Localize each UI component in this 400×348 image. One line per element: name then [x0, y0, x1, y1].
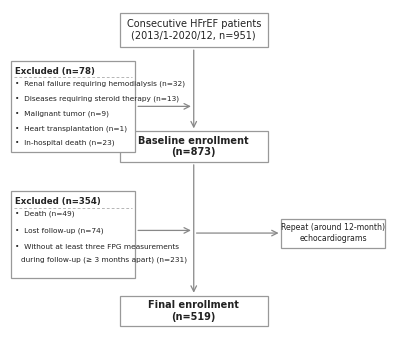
FancyBboxPatch shape [282, 219, 385, 248]
Text: •  Death (n=49): • Death (n=49) [15, 211, 75, 218]
Text: Consecutive HFrEF patients
(2013/1-2020/12, n=951): Consecutive HFrEF patients (2013/1-2020/… [126, 19, 261, 41]
Text: Excluded (n=78): Excluded (n=78) [15, 67, 95, 76]
Text: •  Malignant tumor (n=9): • Malignant tumor (n=9) [15, 110, 109, 117]
FancyBboxPatch shape [10, 191, 135, 278]
Text: •  Renal failure requiring hemodialysis (n=32): • Renal failure requiring hemodialysis (… [15, 81, 185, 87]
Text: •  Lost follow-up (n=74): • Lost follow-up (n=74) [15, 228, 104, 234]
Text: •  Diseases requiring steroid therapy (n=13): • Diseases requiring steroid therapy (n=… [15, 96, 179, 102]
Text: Excluded (n=354): Excluded (n=354) [15, 197, 101, 206]
Text: Final enrollment
(n=519): Final enrollment (n=519) [148, 300, 239, 322]
Text: during follow-up (≥ 3 months apart) (n=231): during follow-up (≥ 3 months apart) (n=2… [21, 256, 187, 263]
FancyBboxPatch shape [10, 61, 135, 152]
Text: Repeat (around 12-month)
echocardiograms: Repeat (around 12-month) echocardiograms [281, 223, 385, 243]
Text: Baseline enrollment
(n=873): Baseline enrollment (n=873) [138, 136, 249, 157]
FancyBboxPatch shape [120, 131, 268, 162]
Text: •  In-hospital death (n=23): • In-hospital death (n=23) [15, 140, 115, 146]
FancyBboxPatch shape [120, 295, 268, 326]
FancyBboxPatch shape [120, 13, 268, 47]
Text: •  Heart transplantation (n=1): • Heart transplantation (n=1) [15, 125, 127, 132]
Text: •  Without at least three FPG measurements: • Without at least three FPG measurement… [15, 244, 179, 250]
